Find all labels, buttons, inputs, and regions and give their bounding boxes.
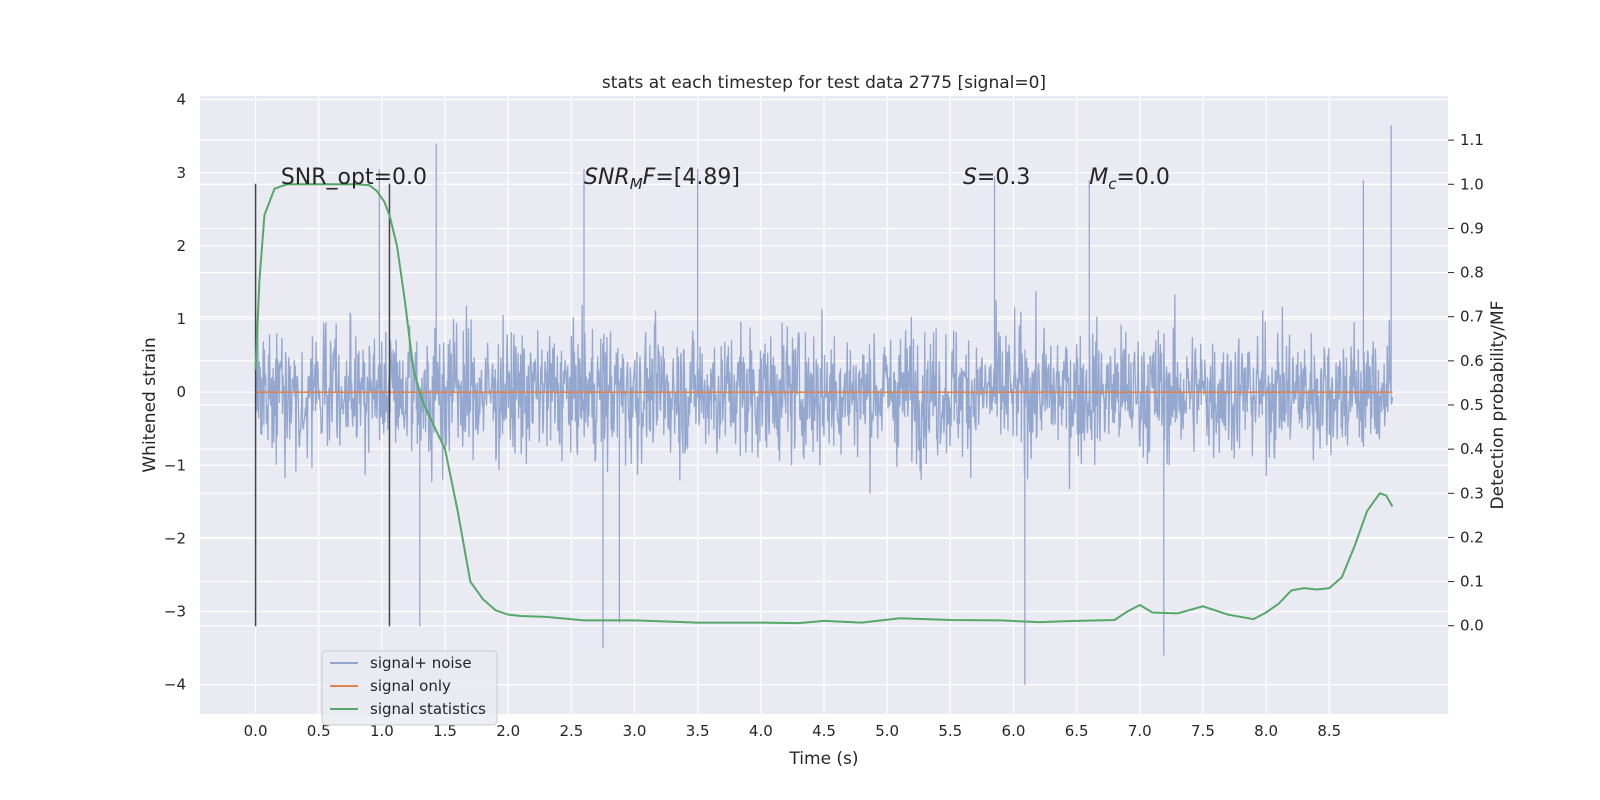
y2-tick-label: 0.7 [1460, 308, 1484, 326]
y2-tick-label: 0.2 [1460, 528, 1484, 546]
x-tick-label: 4.5 [812, 722, 836, 740]
annotation: SNRMF=[4.89] [584, 165, 740, 193]
x-tick-label: 0.0 [244, 722, 268, 740]
y2-axis-label: Detection probability/MF [1488, 301, 1508, 510]
noise-trace [254, 125, 1394, 685]
x-tick-label: 5.0 [875, 722, 899, 740]
legend-box [321, 650, 498, 726]
y-axis-ticks: 4 3 2 1 0 −1 −2 −3 −4 [164, 91, 186, 694]
x-tick-label: 8.5 [1317, 722, 1341, 740]
y2-tick-label: 0.8 [1460, 264, 1484, 282]
x-tick-label: 7.0 [1128, 722, 1152, 740]
x-tick-label: 1.5 [433, 722, 457, 740]
legend-label-signal-noise: signal+ noise [370, 654, 472, 672]
y2-tick-label: 0.6 [1460, 352, 1484, 370]
y2-tick-label: 0.1 [1460, 573, 1484, 591]
y-tick-label: 3 [176, 164, 186, 182]
x-axis-ticks: 0.0 0.5 1.0 1.5 2.0 2.5 3.0 3.5 4.0 4.5 5.0 5.5 6.0 6… [244, 722, 1342, 740]
y2-tick-label: 0.5 [1460, 396, 1484, 414]
annotation: Mc=0.0 [1089, 165, 1170, 193]
y-tick-label: 0 [176, 383, 186, 401]
x-tick-label: 8.0 [1254, 722, 1278, 740]
legend-label-signal-statistics: signal statistics [370, 700, 486, 718]
y2-tick-label: 0.9 [1460, 219, 1484, 237]
vertical-markers [254, 183, 391, 627]
y2-tick-label: 1.0 [1460, 175, 1484, 193]
x-tick-label: 0.5 [307, 722, 331, 740]
series-signal-noise [254, 125, 1394, 685]
statistics-curve [254, 183, 1394, 625]
x-tick-label: 4.0 [749, 722, 773, 740]
y2-tick-label: 1.1 [1460, 131, 1484, 149]
y-axis-label: Whitened strain [140, 337, 160, 472]
x-axis-label: Time (s) [788, 749, 858, 769]
x-tick-label: 1.0 [370, 722, 394, 740]
y2-tick-label: 0.3 [1460, 484, 1484, 502]
y-tick-label: −2 [164, 529, 186, 547]
y-tick-label: −4 [164, 676, 186, 694]
y2-tick-label: 0.0 [1460, 617, 1484, 635]
x-tick-label: 6.5 [1065, 722, 1089, 740]
chart-title: stats at each timestep for test data 277… [602, 73, 1046, 93]
x-tick-label: 3.0 [623, 722, 647, 740]
y-tick-label: −1 [164, 456, 186, 474]
legend-label-signal-only: signal only [370, 677, 451, 695]
x-tick-label: 7.5 [1191, 722, 1215, 740]
x-tick-label: 3.5 [686, 722, 710, 740]
x-tick-label: 5.5 [938, 722, 962, 740]
x-tick-label: 2.5 [559, 722, 583, 740]
annotation: SNR_opt=0.0 [281, 165, 427, 190]
y2-tick-label: 0.4 [1460, 440, 1484, 458]
annotations: SNR_opt=0.0 SNRMF=[4.89] S=0.3 Mc=0.0 [281, 165, 1170, 193]
y2-axis-ticks: 1.1 1.0 0.9 0.8 0.7 0.6 0.5 0.4 0.3 0.2 0.1 0.0 [1448, 131, 1484, 635]
y-tick-label: 4 [176, 91, 186, 109]
legend: signal+ noise signal only signal statist… [321, 650, 498, 726]
series-signal-statistics [254, 183, 1394, 625]
y-tick-label: 2 [176, 237, 186, 255]
x-tick-label: 2.0 [496, 722, 520, 740]
y-tick-label: −3 [164, 603, 186, 621]
annotation: S=0.3 [963, 165, 1030, 190]
y-tick-label: 1 [176, 310, 186, 328]
x-tick-label: 6.0 [1002, 722, 1026, 740]
